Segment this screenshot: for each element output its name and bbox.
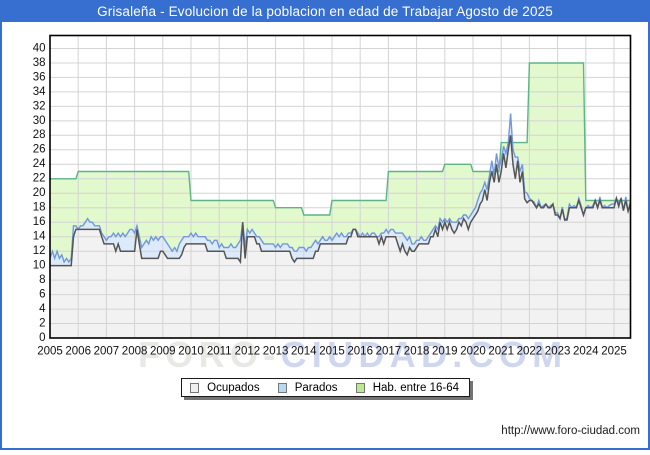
svg-text:2010: 2010 [178,346,204,358]
svg-text:36: 36 [33,71,46,83]
svg-text:2017: 2017 [376,346,402,358]
svg-text:20: 20 [33,187,46,199]
svg-text:24: 24 [33,158,46,170]
svg-text:2015: 2015 [319,346,345,358]
svg-text:2: 2 [39,317,45,329]
svg-text:2011: 2011 [207,346,232,358]
svg-text:2020: 2020 [460,346,486,358]
svg-text:2019: 2019 [432,346,458,358]
svg-text:14: 14 [33,231,46,243]
svg-text:2024: 2024 [573,346,599,358]
svg-text:2025: 2025 [601,346,627,358]
svg-text:26: 26 [33,144,46,156]
svg-text:2013: 2013 [263,346,289,358]
svg-text:16: 16 [33,216,46,228]
svg-text:2005: 2005 [37,346,63,358]
svg-text:6: 6 [39,289,45,301]
svg-text:2014: 2014 [291,346,317,358]
svg-text:10: 10 [33,260,46,272]
svg-text:2022: 2022 [517,346,543,358]
svg-text:12: 12 [33,245,46,257]
svg-text:2008: 2008 [122,346,148,358]
svg-text:2023: 2023 [545,346,571,358]
svg-text:30: 30 [33,115,46,127]
svg-text:2007: 2007 [94,346,120,358]
svg-text:18: 18 [33,202,46,214]
svg-text:28: 28 [33,129,46,141]
svg-text:40: 40 [33,42,46,54]
svg-text:2016: 2016 [347,346,373,358]
svg-text:2018: 2018 [404,346,430,358]
svg-text:32: 32 [33,100,46,112]
svg-text:34: 34 [33,86,46,98]
svg-text:2009: 2009 [150,346,176,358]
svg-text:38: 38 [33,57,46,69]
svg-text:2006: 2006 [65,346,91,358]
svg-text:4: 4 [39,303,46,315]
svg-text:8: 8 [39,274,45,286]
svg-text:2021: 2021 [488,346,514,358]
svg-text:0: 0 [39,332,45,344]
svg-text:2012: 2012 [235,346,261,358]
svg-text:22: 22 [33,173,46,185]
